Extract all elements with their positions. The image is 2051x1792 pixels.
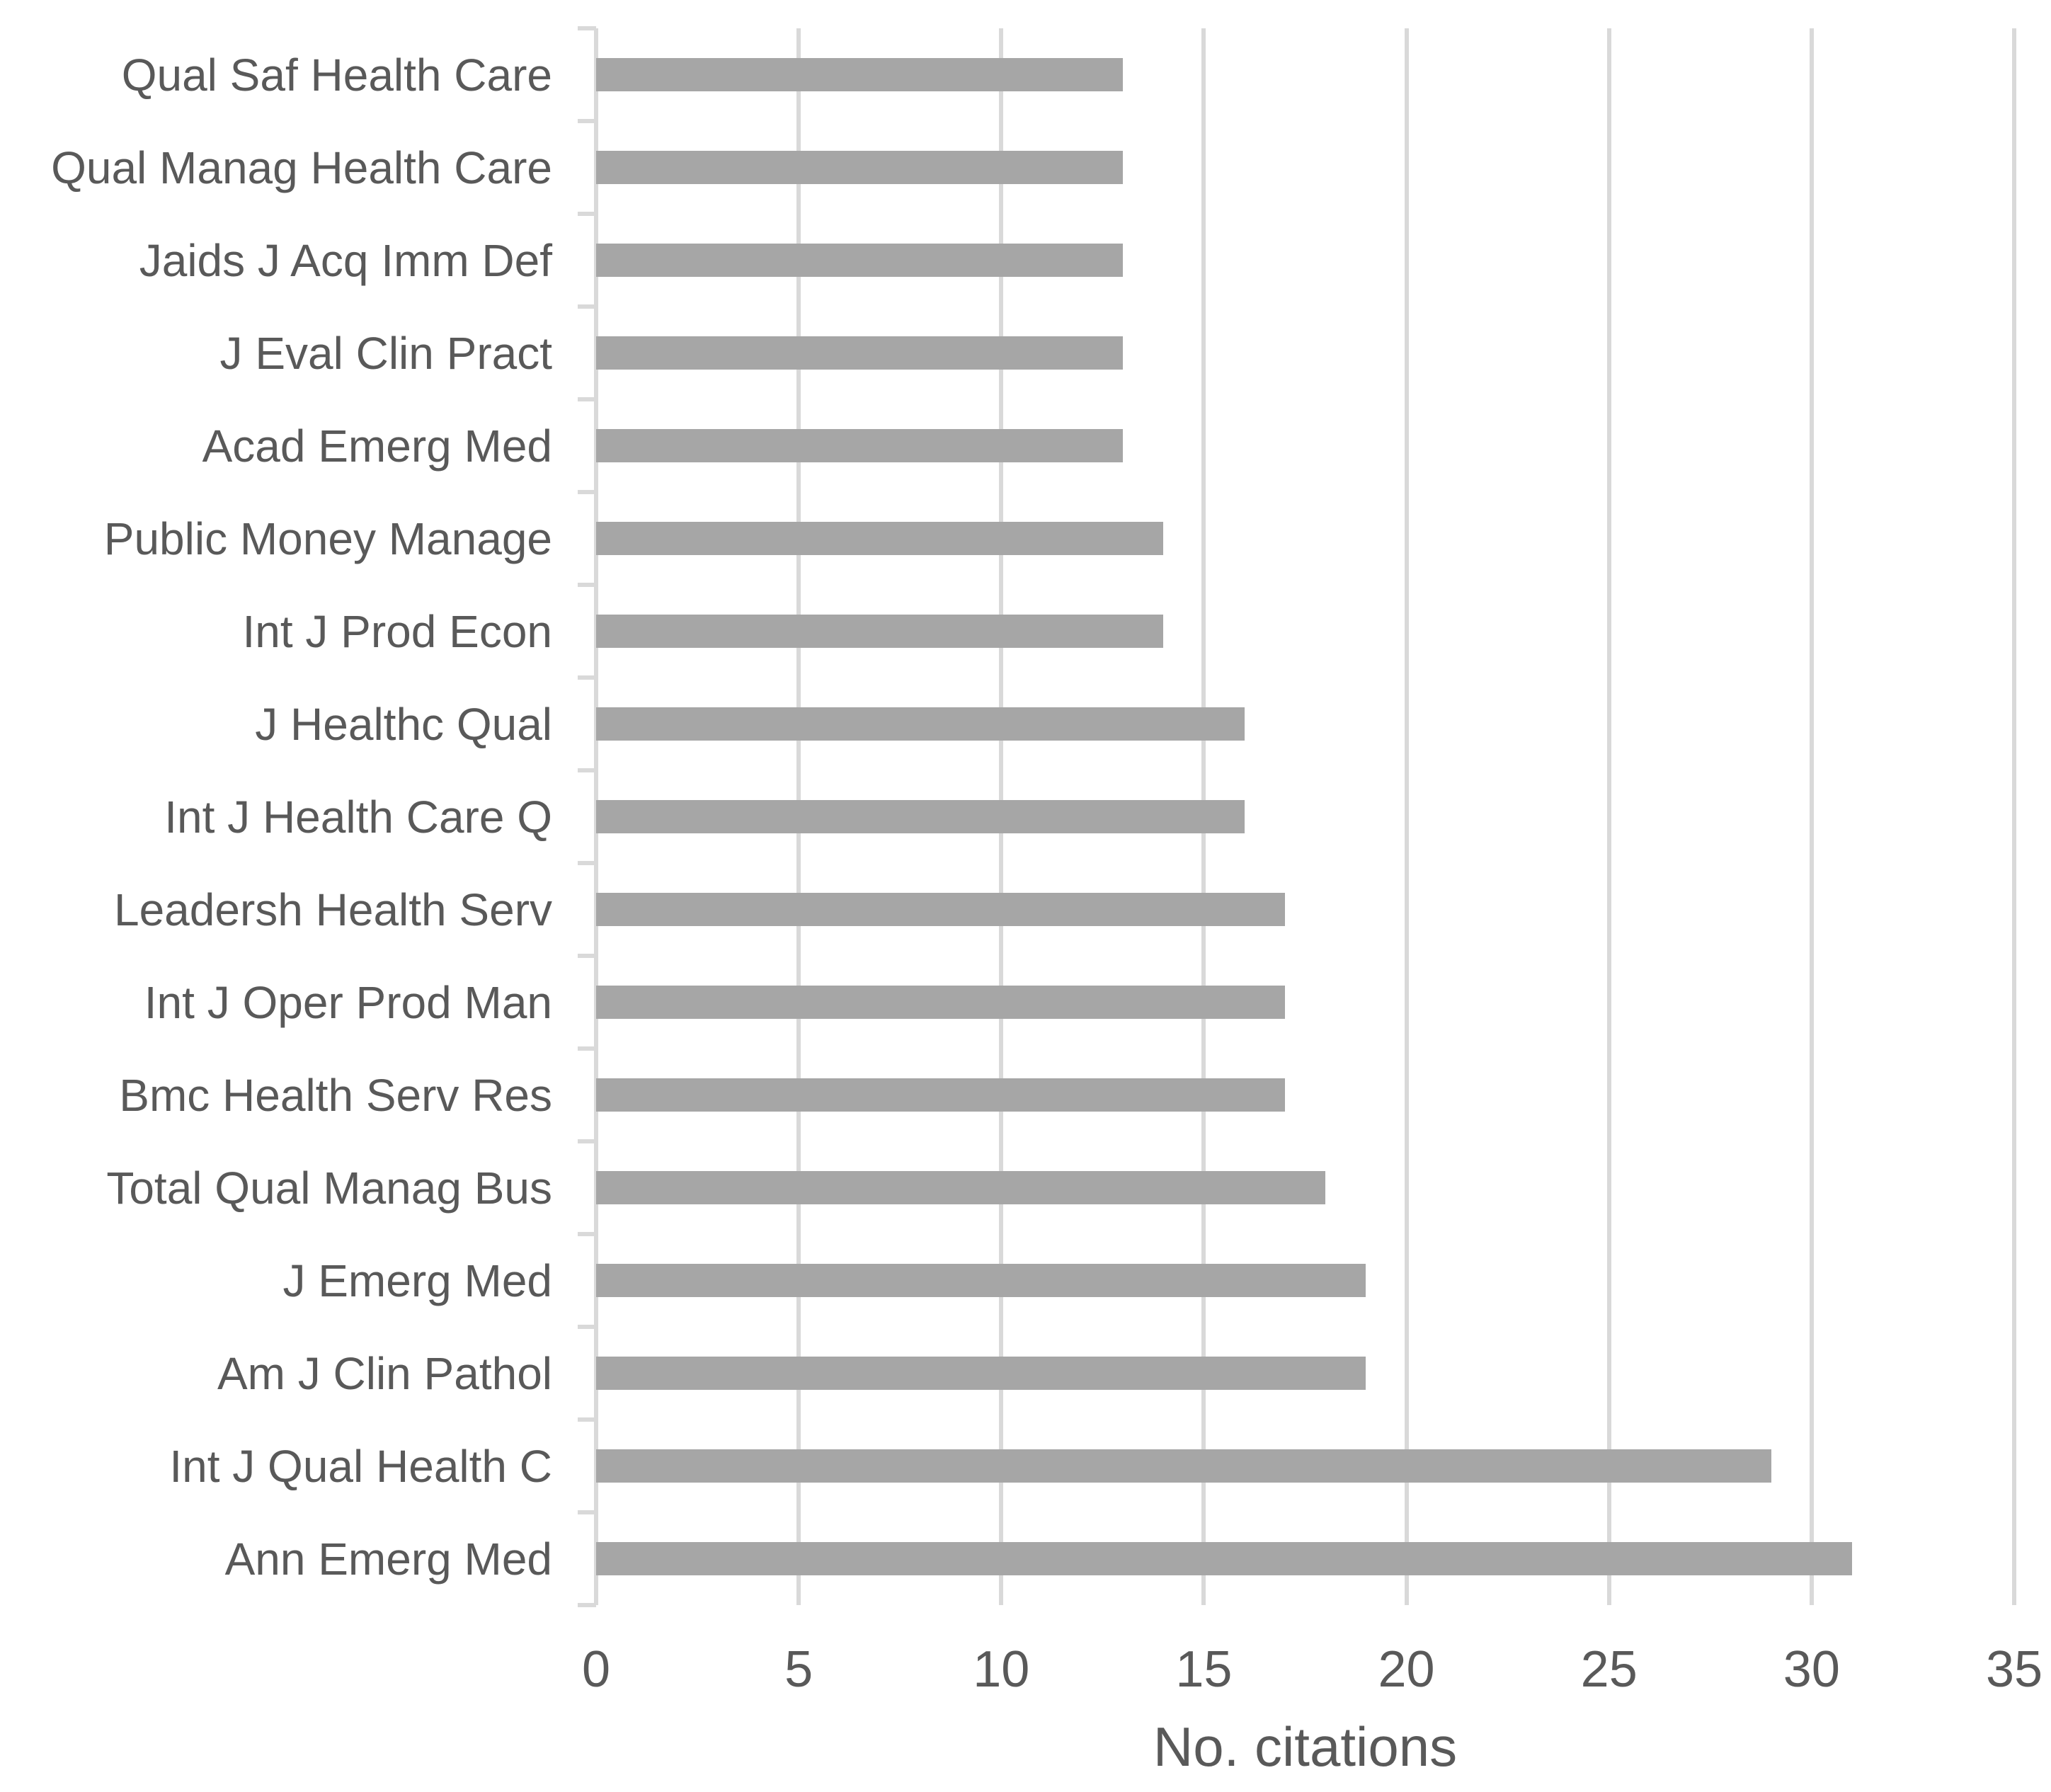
bar xyxy=(596,522,1164,555)
category-tick xyxy=(578,304,596,309)
bar xyxy=(596,707,1245,741)
x-axis-title: No. citations xyxy=(1153,1716,1458,1778)
category-tick xyxy=(578,1139,596,1143)
category-label: Leadersh Health Serv xyxy=(113,884,552,935)
x-tick-label: 25 xyxy=(1580,1641,1638,1698)
category-label: J Eval Clin Pract xyxy=(219,327,552,379)
bar xyxy=(596,336,1123,370)
bar xyxy=(596,244,1123,277)
x-tick-label: 0 xyxy=(581,1641,611,1698)
category-label: Bmc Health Serv Res xyxy=(119,1069,552,1121)
category-label: Int J Prod Econ xyxy=(242,605,552,657)
category-tick xyxy=(578,675,596,680)
category-tick xyxy=(578,768,596,772)
category-tick xyxy=(578,397,596,401)
category-label: Am J Clin Pathol xyxy=(217,1347,552,1399)
category-label: Ann Emerg Med xyxy=(224,1533,552,1585)
x-tick-label: 10 xyxy=(973,1641,1030,1698)
category-tick xyxy=(578,119,596,123)
gridline xyxy=(1404,28,1409,1605)
category-tick xyxy=(578,1603,596,1607)
category-label: Int J Health Care Q xyxy=(164,791,552,843)
gridline xyxy=(1606,28,1611,1605)
bar xyxy=(596,429,1123,462)
category-tick xyxy=(578,490,596,494)
category-label: Int J Qual Health C xyxy=(169,1440,552,1492)
category-tick xyxy=(578,583,596,587)
bar xyxy=(596,1078,1285,1112)
category-tick xyxy=(578,1417,596,1422)
category-tick xyxy=(578,1325,596,1329)
bar xyxy=(596,615,1164,648)
category-tick xyxy=(578,1046,596,1051)
category-label: Total Qual Manag Bus xyxy=(106,1162,552,1214)
category-tick xyxy=(578,861,596,865)
x-tick-label: 35 xyxy=(1985,1641,2043,1698)
gridline xyxy=(2012,28,2016,1605)
bar xyxy=(596,1171,1326,1204)
x-tick-label: 20 xyxy=(1378,1641,1435,1698)
category-label: Jaids J Acq Imm Def xyxy=(139,234,552,286)
gridline xyxy=(1809,28,1814,1605)
category-tick xyxy=(578,1232,596,1236)
bar xyxy=(596,1449,1771,1483)
bar xyxy=(596,58,1123,91)
bar xyxy=(596,986,1285,1019)
category-tick xyxy=(578,26,596,30)
bar xyxy=(596,1264,1366,1297)
plot-area xyxy=(594,28,2016,1605)
bar xyxy=(596,151,1123,184)
x-tick-label: 30 xyxy=(1783,1641,1840,1698)
bar xyxy=(596,1357,1366,1390)
category-tick xyxy=(578,212,596,216)
category-tick xyxy=(578,954,596,958)
category-tick xyxy=(578,1510,596,1514)
bar xyxy=(596,800,1245,833)
category-label: J Healthc Qual xyxy=(255,698,552,750)
category-label: Qual Saf Health Care xyxy=(121,49,552,101)
category-label: Public Money Manage xyxy=(103,513,552,564)
bar xyxy=(596,893,1285,926)
category-label: Qual Manag Health Care xyxy=(51,142,552,193)
category-label: J Emerg Med xyxy=(282,1255,552,1306)
bar xyxy=(596,1542,1853,1575)
x-tick-label: 15 xyxy=(1175,1641,1233,1698)
category-label: Acad Emerg Med xyxy=(202,420,552,472)
category-label: Int J Oper Prod Man xyxy=(144,976,552,1028)
x-tick-label: 5 xyxy=(784,1641,813,1698)
